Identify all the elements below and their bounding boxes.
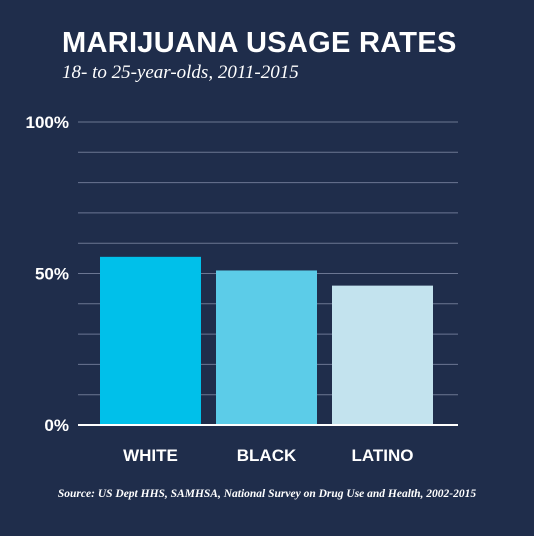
chart-subtitle: 18- to 25-year-olds, 2011-2015 <box>62 62 299 83</box>
x-axis-category-labels: WHITE BLACK LATINO <box>123 446 413 465</box>
x-tick-label-black: BLACK <box>237 446 297 465</box>
x-tick-label-white: WHITE <box>123 446 178 465</box>
x-tick-label-latino: LATINO <box>351 446 413 465</box>
bars <box>78 256 458 426</box>
y-tick-label: 50% <box>35 265 69 284</box>
bar-white <box>100 256 201 425</box>
bar-black <box>216 270 317 425</box>
chart-title: MARIJUANA USAGE RATES <box>62 27 457 59</box>
y-tick-label: 0% <box>44 416 69 435</box>
y-tick-label: 100% <box>26 113 69 132</box>
source-note: Source: US Dept HHS, SAMHSA, National Su… <box>57 488 477 500</box>
bar-latino <box>332 285 433 425</box>
y-axis-tick-labels: 0% 50% 100% <box>26 113 69 435</box>
